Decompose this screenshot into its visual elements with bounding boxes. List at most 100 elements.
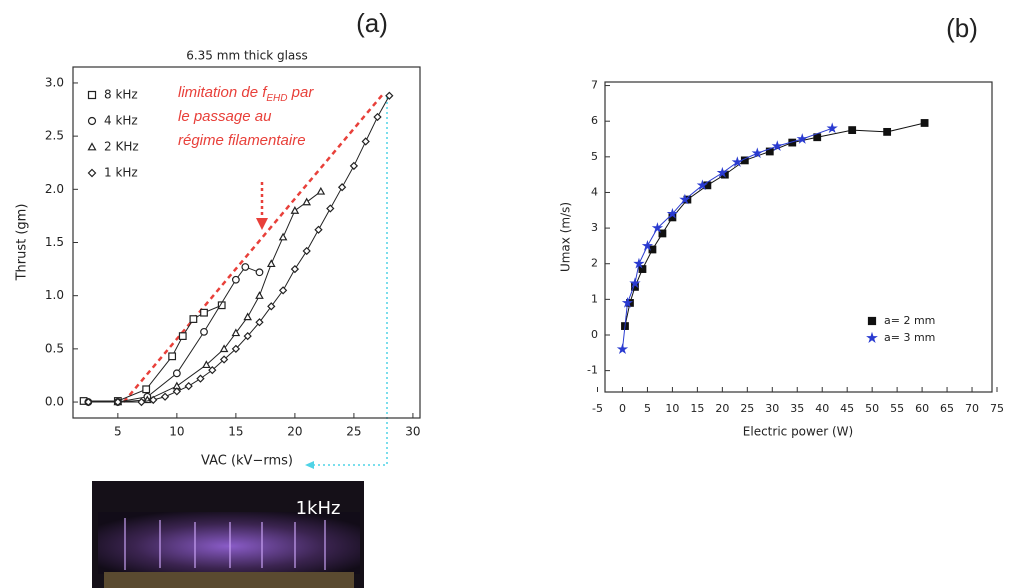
marker <box>731 156 743 167</box>
marker <box>266 259 276 268</box>
reference-line <box>122 92 385 403</box>
marker <box>255 268 264 277</box>
marker <box>290 264 300 274</box>
legend-label: a= 2 mm <box>884 314 935 327</box>
marker <box>231 328 241 337</box>
annotation-text: limitation de f <box>178 84 268 101</box>
y-axis-label: Umax (m/s) <box>559 202 573 272</box>
connector-arrow <box>305 461 314 469</box>
chart: (a) 6.35 mm thick glass VAC (kV−rms) Thrust… <box>15 8 421 469</box>
marker <box>267 302 276 311</box>
marker <box>641 239 654 251</box>
legend-marker <box>87 90 97 100</box>
marker <box>290 206 300 214</box>
connector <box>312 97 388 466</box>
x-tick-label: 20 <box>287 425 302 439</box>
x-axis-label: Electric power (W) <box>743 425 853 439</box>
marker <box>255 318 264 327</box>
x-tick-label: 25 <box>346 425 361 439</box>
x-tick-label: 75 <box>990 402 1004 415</box>
marker <box>196 374 205 383</box>
x-tick-label: 25 <box>740 402 754 415</box>
legend-label: 1 kHz <box>104 166 138 180</box>
marker <box>184 381 193 391</box>
inset-photo: 1kHz <box>92 481 364 588</box>
y-tick-label: 5 <box>591 150 598 163</box>
marker <box>826 122 838 134</box>
marker <box>243 331 252 341</box>
x-tick-label: 70 <box>965 402 979 415</box>
y-tick-label: 0 <box>591 328 598 341</box>
marker <box>219 344 229 353</box>
inset-label: 1kHz <box>296 498 341 519</box>
marker <box>629 277 641 289</box>
marker <box>848 126 857 135</box>
marker <box>278 286 288 295</box>
marker <box>385 91 394 100</box>
y-tick-label: 2 <box>591 257 598 270</box>
marker <box>231 344 241 354</box>
marker <box>178 332 187 340</box>
x-tick-label: -5 <box>592 402 603 415</box>
x-tick-label: 30 <box>405 425 420 439</box>
marker <box>326 204 335 213</box>
marker <box>172 387 182 396</box>
photo-electrode <box>104 572 354 588</box>
x-tick-label: 60 <box>915 402 929 415</box>
legend-label: a= 3 mm <box>884 331 935 344</box>
legend-marker <box>87 116 97 126</box>
x-tick-label: 10 <box>665 402 679 415</box>
y-tick-label: 2.5 <box>45 129 64 143</box>
chart-title: 6.35 mm thick glass <box>186 49 308 63</box>
marker <box>243 312 252 321</box>
marker <box>172 369 181 378</box>
legend-label: 8 kHz <box>104 88 138 102</box>
marker <box>633 257 645 269</box>
marker <box>337 183 347 192</box>
y-tick-label: 1.0 <box>45 288 64 302</box>
marker <box>716 166 729 178</box>
plot-frame <box>604 81 993 393</box>
marker <box>679 193 691 205</box>
series-line <box>117 191 322 403</box>
legend-label: 4 kHz <box>104 114 138 128</box>
x-tick-label: 15 <box>228 425 243 439</box>
marker <box>621 296 634 308</box>
marker <box>255 291 264 299</box>
marker <box>349 161 359 171</box>
marker <box>361 137 370 146</box>
panel-label: (b) <box>946 13 978 43</box>
legend-label: 2 KHz <box>104 140 139 154</box>
marker <box>765 147 774 156</box>
marker <box>302 197 312 206</box>
legend-marker <box>87 168 97 178</box>
marker <box>751 147 763 159</box>
photo-discharge <box>98 512 360 574</box>
marker <box>137 397 146 407</box>
marker <box>373 112 382 122</box>
x-tick-label: 45 <box>840 402 854 415</box>
marker <box>666 207 679 219</box>
annotation-subscript: EHD <box>266 93 287 104</box>
marker <box>316 186 326 195</box>
series-line <box>624 122 925 327</box>
marker <box>208 365 217 375</box>
y-tick-label: 0.0 <box>45 395 64 409</box>
y-tick-label: 0.5 <box>45 341 64 355</box>
photo-filaments <box>124 518 326 570</box>
marker <box>202 360 211 369</box>
x-tick-label: 55 <box>890 402 904 415</box>
x-axis-label: VAC (kV−rms) <box>201 454 293 469</box>
x-tick-label: 35 <box>790 402 804 415</box>
annotation: limitation de fEHD par <box>178 84 314 104</box>
x-tick-label: 20 <box>715 402 729 415</box>
y-tick-label: 3 <box>591 221 598 234</box>
marker <box>883 127 892 136</box>
x-tick-label: 0 <box>619 402 626 415</box>
legend-marker <box>87 142 97 151</box>
annotation-text: par <box>288 84 315 101</box>
x-tick-label: 40 <box>815 402 829 415</box>
x-tick-label: 65 <box>940 402 954 415</box>
